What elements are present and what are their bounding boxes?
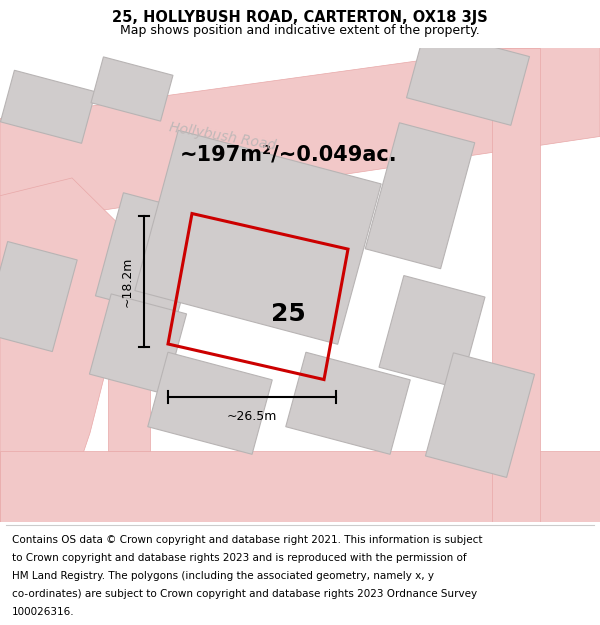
Polygon shape (95, 192, 205, 318)
Text: ~18.2m: ~18.2m (120, 256, 133, 307)
Text: ~26.5m: ~26.5m (227, 411, 277, 423)
Polygon shape (91, 57, 173, 121)
Polygon shape (492, 48, 540, 522)
Polygon shape (379, 276, 485, 389)
Text: Hollybush Road: Hollybush Road (168, 120, 277, 152)
Polygon shape (0, 36, 600, 226)
Text: 25, HOLLYBUSH ROAD, CARTERTON, OX18 3JS: 25, HOLLYBUSH ROAD, CARTERTON, OX18 3JS (112, 11, 488, 26)
Text: 25: 25 (271, 302, 305, 326)
Polygon shape (0, 178, 120, 522)
Polygon shape (0, 241, 77, 352)
Text: Map shows position and indicative extent of the property.: Map shows position and indicative extent… (120, 24, 480, 37)
Polygon shape (365, 122, 475, 269)
Polygon shape (108, 314, 150, 451)
Polygon shape (425, 353, 535, 478)
Polygon shape (89, 294, 187, 394)
Text: ~197m²/~0.049ac.: ~197m²/~0.049ac. (180, 144, 398, 164)
Polygon shape (135, 130, 381, 344)
Text: to Crown copyright and database rights 2023 and is reproduced with the permissio: to Crown copyright and database rights 2… (12, 553, 467, 563)
Polygon shape (407, 29, 529, 126)
Polygon shape (0, 451, 600, 522)
Polygon shape (286, 352, 410, 454)
Polygon shape (1, 70, 95, 143)
Text: HM Land Registry. The polygons (including the associated geometry, namely x, y: HM Land Registry. The polygons (includin… (12, 571, 434, 581)
Polygon shape (148, 352, 272, 454)
Text: co-ordinates) are subject to Crown copyright and database rights 2023 Ordnance S: co-ordinates) are subject to Crown copyr… (12, 589, 477, 599)
Text: Contains OS data © Crown copyright and database right 2021. This information is : Contains OS data © Crown copyright and d… (12, 535, 482, 545)
Text: 100026316.: 100026316. (12, 608, 74, 618)
